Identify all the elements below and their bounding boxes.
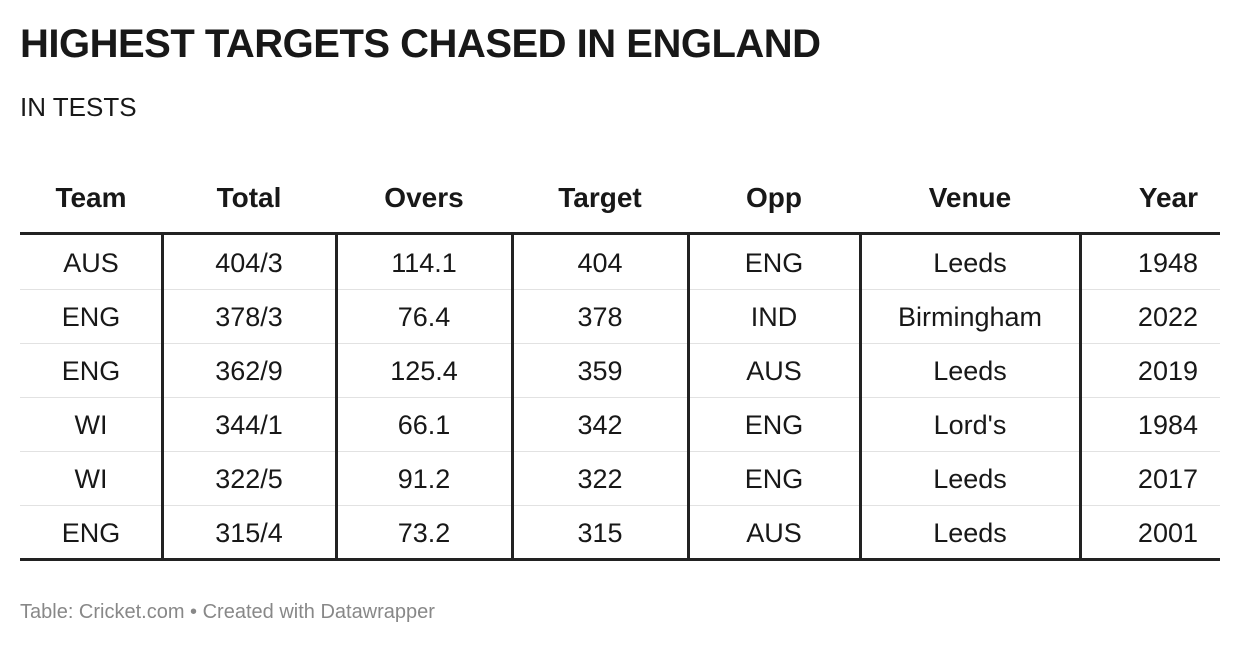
table-cell: 378/3 <box>215 302 283 332</box>
table-cell: Leeds <box>933 248 1007 278</box>
column-header: Venue <box>928 182 1012 213</box>
column-rule <box>335 234 338 561</box>
table-cell: IND <box>750 302 798 332</box>
table-cell: 378 <box>577 302 623 332</box>
footer: Table: Cricket.com • Created with Datawr… <box>20 601 435 623</box>
row-rule <box>20 451 1220 452</box>
row-rule <box>20 289 1220 290</box>
table-cell: 2017 <box>1137 464 1198 494</box>
column-header: Overs <box>384 182 464 213</box>
table-cell: 359 <box>577 356 623 386</box>
table-cell: 404/3 <box>215 248 283 278</box>
table-cell: AUS <box>746 356 802 386</box>
table-cell: Leeds <box>933 356 1007 386</box>
table-cell: 114.1 <box>391 248 457 278</box>
table-cell: 2001 <box>1137 518 1198 548</box>
table-cell: ENG <box>744 464 804 494</box>
table-cell: 91.2 <box>397 464 451 494</box>
table-cell: Birmingham <box>897 302 1043 332</box>
table-cell: 2019 <box>1137 356 1198 386</box>
table-cell: ENG <box>744 410 804 440</box>
column-rule <box>859 234 862 561</box>
table-cell: ENG <box>61 356 121 386</box>
table-cell: 322 <box>577 464 623 494</box>
header-rule <box>20 232 1220 235</box>
row-rule <box>20 397 1220 398</box>
bottom-rule <box>20 558 1220 561</box>
table-cell: AUS <box>746 518 802 548</box>
row-rule <box>20 505 1220 506</box>
table-cell: Leeds <box>933 464 1007 494</box>
table-cell: ENG <box>61 518 121 548</box>
table-cell: 344/1 <box>215 410 283 440</box>
column-header: Total <box>216 182 282 213</box>
table-cell: 1984 <box>1137 410 1198 440</box>
table-cell: 322/5 <box>215 464 283 494</box>
table-cell: 362/9 <box>215 356 283 386</box>
subtitle: IN TESTS <box>20 92 137 122</box>
column-rule <box>1079 234 1082 561</box>
table-cell: WI <box>74 464 108 494</box>
table-cell: WI <box>74 410 108 440</box>
table-cell: 404 <box>577 248 623 278</box>
table-cell: 125.4 <box>390 356 458 386</box>
table-cell: 342 <box>577 410 623 440</box>
table-cell: Leeds <box>933 518 1007 548</box>
table-cell: 2022 <box>1137 302 1198 332</box>
row-rule <box>20 343 1220 344</box>
column-header: Team <box>55 182 127 213</box>
table-cell: 1948 <box>1137 248 1198 278</box>
table-cell: 315 <box>577 518 623 548</box>
title: HIGHEST TARGETS CHASED IN ENGLAND <box>20 22 821 66</box>
column-header: Target <box>558 182 642 213</box>
column-rule <box>511 234 514 561</box>
column-header: Opp <box>746 182 802 213</box>
table-cell: 315/4 <box>215 518 283 548</box>
table-cell: AUS <box>63 248 119 278</box>
table-cell: 76.4 <box>397 302 451 332</box>
table-cell: Lord's <box>933 410 1007 440</box>
table-cell: 73.2 <box>397 518 451 548</box>
table-cell: 66.1 <box>397 410 451 440</box>
column-rule <box>687 234 690 561</box>
column-rule <box>161 234 164 561</box>
table-cell: ENG <box>744 248 804 278</box>
column-header: Year <box>1138 182 1198 213</box>
table-cell: ENG <box>61 302 121 332</box>
